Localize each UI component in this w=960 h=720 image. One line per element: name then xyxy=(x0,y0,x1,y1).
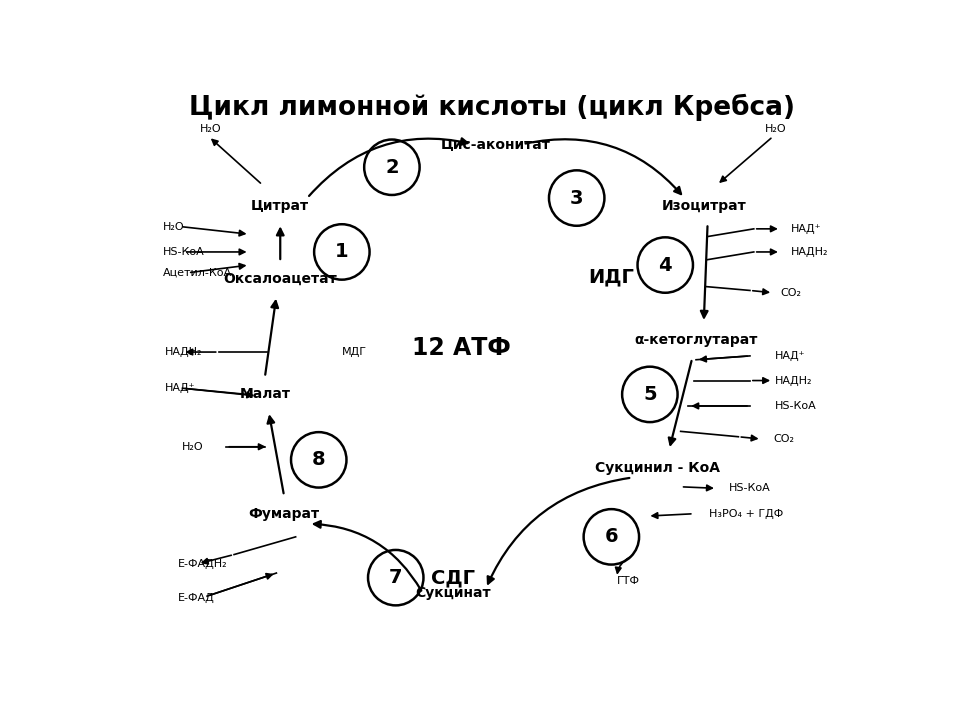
Text: Цикл лимонной кислоты (цикл Кребса): Цикл лимонной кислоты (цикл Кребса) xyxy=(189,94,795,121)
Text: Н₃РО₄ + ГДФ: Н₃РО₄ + ГДФ xyxy=(709,509,783,519)
Text: МДГ: МДГ xyxy=(342,347,367,357)
Text: ИДГ: ИДГ xyxy=(588,268,635,287)
Text: Ацетил-КоА: Ацетил-КоА xyxy=(162,268,231,278)
Text: Фумарат: Фумарат xyxy=(249,507,320,521)
Text: HS-КоА: HS-КоА xyxy=(730,483,771,493)
Text: НАД⁺: НАД⁺ xyxy=(165,383,195,393)
Text: Е-ФАДН₂: Е-ФАДН₂ xyxy=(178,559,228,569)
Text: НАДН₂: НАДН₂ xyxy=(791,247,828,257)
Text: 12 АТФ: 12 АТФ xyxy=(412,336,511,360)
Text: НАД⁺: НАД⁺ xyxy=(776,351,805,361)
Text: 4: 4 xyxy=(659,256,672,274)
Text: Оксалоацетат: Оксалоацетат xyxy=(224,272,337,286)
Text: 2: 2 xyxy=(385,158,398,176)
Text: СДГ: СДГ xyxy=(431,568,475,588)
Text: HS-КоА: HS-КоА xyxy=(162,247,204,257)
Text: Н₂О: Н₂О xyxy=(181,442,204,451)
Text: Сукцинат: Сукцинат xyxy=(416,586,492,600)
Text: СО₂: СО₂ xyxy=(780,288,802,298)
Text: НАДН₂: НАДН₂ xyxy=(776,376,813,385)
Text: Цитрат: Цитрат xyxy=(252,199,309,212)
Text: 5: 5 xyxy=(643,385,657,404)
Text: СО₂: СО₂ xyxy=(773,434,794,444)
Text: Е-ФАД: Е-ФАД xyxy=(178,593,215,603)
Text: Сукцинил - КоА: Сукцинил - КоА xyxy=(595,461,720,474)
Text: НАДН₂: НАДН₂ xyxy=(165,347,203,357)
Text: 3: 3 xyxy=(570,189,584,207)
Text: 7: 7 xyxy=(389,568,402,588)
Text: ГТФ: ГТФ xyxy=(617,576,639,586)
Text: α-кетоглутарат: α-кетоглутарат xyxy=(635,333,757,348)
Text: 6: 6 xyxy=(605,527,618,546)
Text: Изоцитрат: Изоцитрат xyxy=(661,199,746,212)
Text: НАД⁺: НАД⁺ xyxy=(791,224,821,234)
Text: HS-КоА: HS-КоА xyxy=(776,401,817,411)
Text: 8: 8 xyxy=(312,450,325,469)
Text: Н₂О: Н₂О xyxy=(764,124,786,134)
Text: Малат: Малат xyxy=(239,387,290,401)
Text: Цис-аконитат: Цис-аконитат xyxy=(441,137,551,151)
Text: 1: 1 xyxy=(335,243,348,261)
Text: Н₂О: Н₂О xyxy=(162,222,184,232)
Text: Н₂О: Н₂О xyxy=(200,124,221,134)
